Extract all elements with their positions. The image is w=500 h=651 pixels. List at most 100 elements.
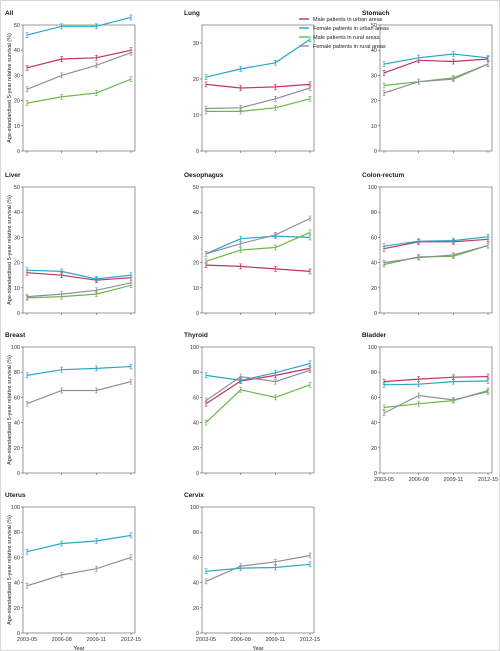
panel-lung-ytick-label: 30 — [193, 41, 199, 47]
panel-uterus-title: Uterus — [5, 492, 26, 499]
panel-colon-rectum-series-male-patients-in-rural-areas-line — [383, 245, 489, 266]
panel-thyroid-series-male-patients-in-urban-areas-line — [205, 367, 311, 405]
panel-lung-series-male-patients-in-rural-areas-line — [206, 98, 311, 113]
panel-lung-plot-frame — [201, 24, 315, 152]
panel-bladder-xtick-label: 2009-11 — [443, 477, 463, 483]
panel-bladder-ytick-label: 0 — [374, 471, 377, 477]
panel-lung-ytick-label: 0 — [196, 149, 199, 155]
panel-stomach-ytick-label: 40 — [371, 48, 377, 54]
panel-oesophagus: Oesophagus 0 10 20 30 40 50 — [184, 172, 315, 317]
panel-uterus-ytick-label: 40 — [14, 581, 20, 587]
panel-stomach-series-female-patients-in-urban-areas-line — [383, 53, 489, 65]
panel-cervix-plot-frame — [201, 506, 315, 634]
panel-lung-ytick-label: 20 — [193, 77, 199, 83]
panel-colon-rectum-ytick-label: 20 — [371, 286, 377, 292]
panel-cervix-xtick-label: 2006-08 — [231, 637, 251, 643]
panel-breast-ylabel: Age-standardised 5-year relative surviva… — [7, 355, 13, 465]
panel-bladder-series-male-patients-in-urban-areas-line — [383, 376, 489, 383]
panel-all-series-female-patients-in-rural-areas-line — [26, 52, 132, 90]
panel-stomach-ytick-label: 30 — [371, 73, 377, 79]
panel-liver-plot-frame — [22, 186, 136, 314]
panel-bladder-ytick-label: 20 — [371, 446, 377, 452]
panel-cervix-series-female-patients-in-rural-areas-line — [205, 554, 311, 582]
panel-stomach-title: Stomach — [362, 10, 389, 17]
panel-colon-rectum-ytick-label: 0 — [374, 311, 377, 317]
panel-colon-rectum-plot-frame — [379, 186, 493, 314]
panel-lung-series-male-patients-in-urban-areas-line — [205, 83, 311, 89]
panel-liver-ytick-label: 40 — [14, 210, 20, 216]
panel-oesophagus-ytick-label: 40 — [193, 210, 199, 216]
panel-uterus-series-female-patients-in-urban-areas-line — [26, 534, 132, 553]
panel-breast-ytick-label: 40 — [14, 421, 20, 427]
panel-thyroid-ytick-label: 80 — [193, 370, 199, 376]
panel-liver-ytick-label: 20 — [14, 261, 20, 267]
panel-breast: Breast 0 20 40 60 80 100 Age-standardised 5-yea… — [5, 332, 136, 477]
panel-thyroid: Thyroid 0 20 40 60 80 100 — [184, 332, 315, 477]
panel-cervix-title: Cervix — [184, 492, 204, 499]
panel-breast-series-female-patients-in-rural-areas-line — [26, 381, 132, 405]
panel-bladder-ytick-label: 100 — [368, 345, 377, 351]
panel-breast-ytick-label: 60 — [14, 395, 20, 401]
panel-all-ytick-label: 20 — [14, 99, 20, 105]
panel-all-ytick-label: 30 — [14, 73, 20, 79]
panel-thyroid-series-male-patients-in-rural-areas-line — [205, 384, 311, 424]
panel-cervix-xtick-label: 2009-11 — [265, 637, 285, 643]
panel-stomach-series-female-patients-in-rural-areas-line — [383, 63, 489, 94]
panel-cervix-series-female-patients-in-urban-areas-line — [205, 563, 311, 572]
panel-all-ytick-label: 50 — [14, 23, 20, 29]
panel-colon-rectum-series-female-patients-in-rural-areas-line — [383, 245, 489, 264]
panel-lung-ytick-label: 10 — [193, 113, 199, 119]
panel-oesophagus-ytick-label: 0 — [196, 311, 199, 317]
panel-stomach: Stomach 0 10 20 30 40 50 — [362, 10, 493, 155]
panel-colon-rectum-series-female-patients-in-urban-areas-line — [383, 236, 489, 247]
panel-breast-ytick-label: 0 — [17, 471, 20, 477]
panel-bladder-ytick-label: 60 — [371, 395, 377, 401]
panel-bladder-ytick-label: 80 — [371, 370, 377, 376]
panel-all-ytick-label: 0 — [17, 149, 20, 155]
panel-colon-rectum-title: Colon-rectum — [362, 172, 404, 179]
panel-bladder-ytick-label: 40 — [371, 421, 377, 427]
panel-thyroid-ytick-label: 40 — [193, 421, 199, 427]
panel-uterus-ytick-label: 20 — [14, 606, 20, 612]
panel-thyroid-series-female-patients-in-urban-areas-line — [205, 362, 311, 382]
panel-liver-title: Liver — [5, 172, 21, 179]
panel-thyroid-title: Thyroid — [184, 332, 208, 339]
panel-uterus-ytick-label: 80 — [14, 530, 20, 536]
panel-uterus: Uterus 0 20 40 60 80 100 2003-05 2006-08 2009-11 2… — [5, 492, 141, 651]
panel-all-ytick-label: 10 — [14, 124, 20, 130]
panel-oesophagus-series-male-patients-in-rural-areas-line — [205, 231, 311, 262]
panel-uterus-xlabel: Year — [73, 646, 84, 651]
panel-uterus-xtick-label: 2006-08 — [52, 637, 72, 643]
panel-liver-ytick-label: 10 — [14, 286, 20, 292]
panel-breast-ytick-label: 20 — [14, 446, 20, 452]
panel-thyroid-ytick-label: 60 — [193, 395, 199, 401]
panel-uterus-series-female-patients-in-rural-areas-line — [26, 556, 132, 587]
panel-bladder-xtick-label: 2012-15 — [478, 477, 498, 483]
panel-cervix-ytick-label: 100 — [190, 505, 199, 511]
panel-liver-series-male-patients-in-urban-areas-line — [26, 272, 132, 281]
panel-breast-ytick-label: 100 — [11, 345, 20, 351]
panel-liver-ytick-label: 30 — [14, 235, 20, 241]
panel-liver-series-female-patients-in-rural-areas-line — [26, 282, 132, 298]
panel-bladder-series-female-patients-in-urban-areas-line — [383, 380, 489, 386]
panel-stomach-ytick-label: 20 — [371, 99, 377, 105]
legend: Male patients in urban areas Female patie… — [299, 17, 389, 50]
panel-oesophagus-ytick-label: 10 — [193, 286, 199, 292]
panel-stomach-plot-frame — [379, 24, 493, 152]
panel-cervix-ytick-label: 20 — [193, 606, 199, 612]
panel-lung-series-female-patients-in-rural-areas-line — [205, 87, 311, 110]
panel-lung-series-female-patients-in-urban-areas-line — [205, 38, 311, 78]
panel-all-plot-frame — [22, 24, 136, 152]
panel-liver-ylabel: Age-standardised 5-year relative surviva… — [7, 195, 13, 305]
panel-lung-title: Lung — [184, 10, 200, 17]
panel-oesophagus-series-female-patients-in-rural-areas-line — [205, 217, 311, 255]
panel-thyroid-ytick-label: 20 — [193, 446, 199, 452]
panel-liver-ytick-label: 50 — [14, 185, 20, 191]
panel-thyroid-ytick-label: 100 — [190, 345, 199, 351]
panel-breast-title: Breast — [5, 332, 26, 339]
panel-thyroid-plot-frame — [201, 346, 315, 474]
panel-bladder-plot-frame — [379, 346, 493, 474]
